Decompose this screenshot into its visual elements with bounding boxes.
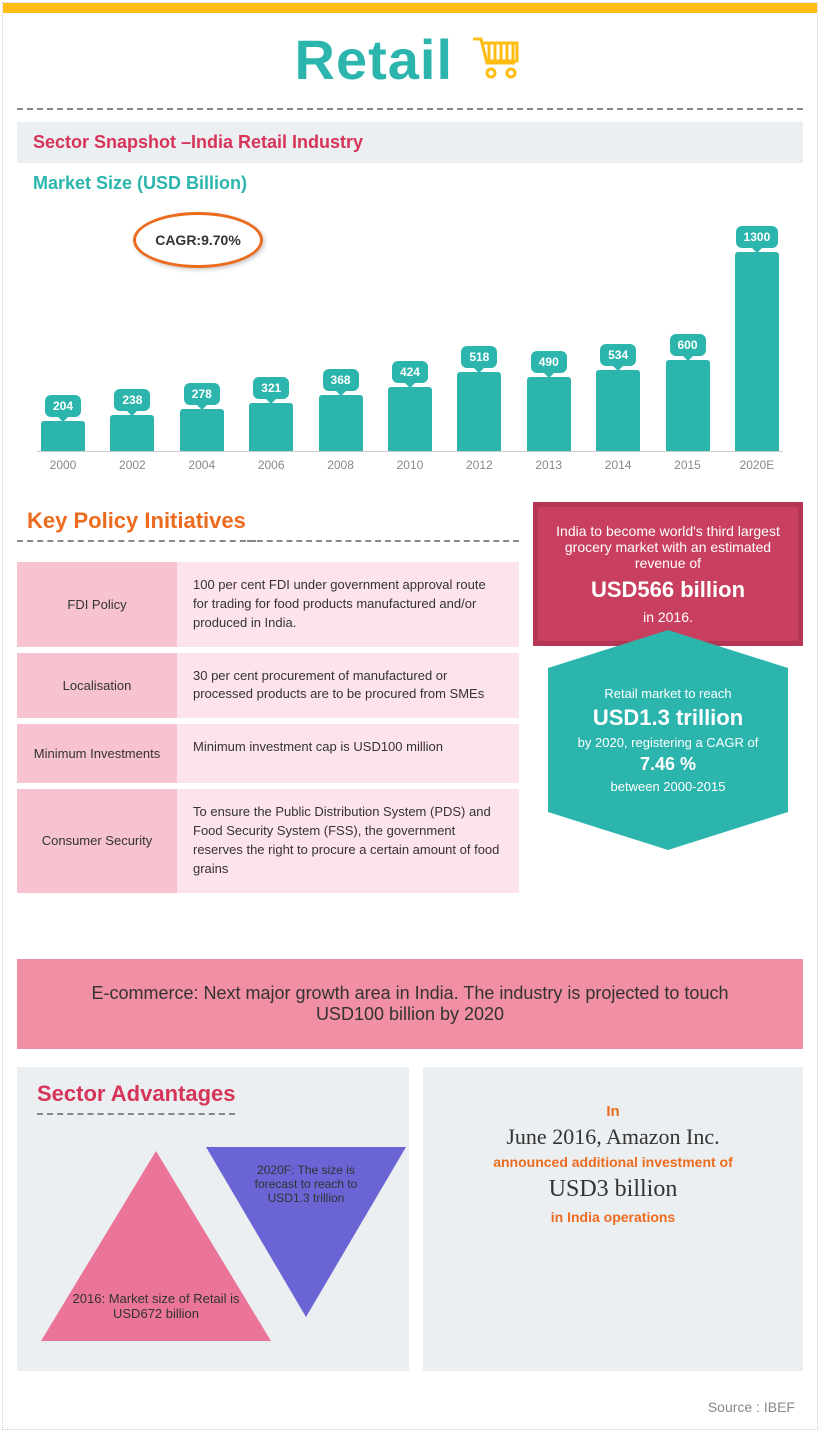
bar-value-bubble: 204	[45, 395, 81, 417]
grocery-line2: in 2016.	[552, 609, 784, 625]
dashed-divider	[247, 540, 519, 542]
policy-text: 30 per cent procurement of manufactured …	[177, 653, 519, 719]
sector-advantages-title: Sector Advantages	[37, 1081, 235, 1115]
bar-value-bubble: 424	[392, 361, 428, 383]
hex-med: 7.46 %	[558, 754, 778, 775]
bar-column: 4902013	[519, 351, 579, 452]
bar-value-bubble: 490	[531, 351, 567, 373]
dashed-divider	[17, 108, 803, 110]
amazon-line5: in India operations	[441, 1209, 785, 1225]
policy-text: Minimum investment cap is USD100 million	[177, 724, 519, 783]
triangles-group: 2016: Market size of Retail is USD672 bi…	[41, 1141, 385, 1341]
policies-title: Key Policy Initiatives	[17, 502, 256, 542]
bar-x-label: 2013	[519, 458, 579, 472]
bar-column: 4242010	[380, 361, 440, 452]
hex-big: USD1.3 trillion	[558, 705, 778, 731]
triangle-blue-text: 2020F: The size is forecast to reach to …	[236, 1163, 376, 1205]
amazon-line1: In	[441, 1103, 785, 1120]
policy-text: 100 per cent FDI under government approv…	[177, 562, 519, 647]
policies-column: Key Policy Initiatives FDI Policy100 per…	[17, 502, 519, 909]
bar	[457, 372, 501, 452]
bar-value-bubble: 238	[114, 389, 150, 411]
policy-label: Consumer Security	[17, 789, 177, 892]
amazon-callout: In June 2016, Amazon Inc. announced addi…	[423, 1067, 803, 1371]
bar-group: 2042000238200227820043212006368200842420…	[23, 212, 797, 452]
bar-x-label: 2002	[102, 458, 162, 472]
market-size-chart: CAGR:9.70% 20420002382002278200432120063…	[23, 194, 797, 484]
bar-column: 2382002	[102, 389, 162, 452]
grocery-big: USD566 billion	[552, 577, 784, 603]
hexagon-callout: Retail market to reach USD1.3 trillion b…	[548, 668, 788, 812]
bar-value-bubble: 1300	[736, 226, 779, 248]
top-accent-bar	[3, 3, 817, 13]
amazon-line3: announced additional investment of	[441, 1154, 785, 1170]
ecommerce-banner: E-commerce: Next major growth area in In…	[17, 959, 803, 1049]
bar-x-label: 2008	[311, 458, 371, 472]
amazon-line2: June 2016, Amazon Inc.	[441, 1124, 785, 1150]
grocery-callout: India to become world's third largest gr…	[533, 502, 803, 646]
hex-line2: by 2020, registering a CAGR of	[558, 735, 778, 750]
bar-x-label: 2012	[449, 458, 509, 472]
section-header-snapshot: Sector Snapshot –India Retail Industry	[17, 122, 803, 163]
bar	[666, 360, 710, 452]
bar	[319, 395, 363, 452]
two-column-row: Key Policy Initiatives FDI Policy100 per…	[17, 502, 803, 909]
section-title-snapshot: Sector Snapshot –India Retail Industry	[33, 132, 787, 153]
bar-value-bubble: 534	[600, 344, 636, 366]
policy-row: Minimum InvestmentsMinimum investment ca…	[17, 724, 519, 783]
cart-icon	[469, 33, 525, 86]
bar-column: 3212006	[241, 377, 301, 452]
bar-x-label: 2000	[33, 458, 93, 472]
page-title: Retail	[295, 27, 454, 92]
bar	[249, 403, 293, 452]
amazon-line4: USD3 billion	[441, 1176, 785, 1203]
policy-label: Localisation	[17, 653, 177, 719]
bar	[735, 252, 779, 452]
bar-x-label: 2015	[658, 458, 718, 472]
bar	[388, 387, 432, 452]
source-label: Source : IBEF	[3, 1385, 817, 1429]
bar-value-bubble: 518	[461, 346, 497, 368]
x-axis	[37, 451, 783, 452]
policy-label: FDI Policy	[17, 562, 177, 647]
bar-value-bubble: 321	[253, 377, 289, 399]
bottom-row: Sector Advantages 2016: Market size of R…	[17, 1067, 803, 1371]
bar	[180, 409, 224, 452]
bar-value-bubble: 368	[323, 369, 359, 391]
policy-row: FDI Policy100 per cent FDI under governm…	[17, 562, 519, 647]
callouts-column: India to become world's third largest gr…	[533, 502, 803, 909]
policy-row: Localisation30 per cent procurement of m…	[17, 653, 519, 719]
policy-text: To ensure the Public Distribution System…	[177, 789, 519, 892]
bar-column: 6002015	[658, 334, 718, 452]
bar-x-label: 2014	[588, 458, 648, 472]
page-container: Retail Sector Snapshot –India Retail Ind…	[2, 2, 818, 1430]
bar-value-bubble: 600	[670, 334, 706, 356]
bar-x-label: 2020E	[727, 458, 787, 472]
bar-column: 5342014	[588, 344, 648, 452]
bar-x-label: 2010	[380, 458, 440, 472]
bar	[41, 421, 85, 452]
policy-table: FDI Policy100 per cent FDI under governm…	[17, 562, 519, 893]
triangle-pink-text: 2016: Market size of Retail is USD672 bi…	[61, 1291, 251, 1321]
sector-advantages-box: Sector Advantages 2016: Market size of R…	[17, 1067, 409, 1371]
bar-x-label: 2004	[172, 458, 232, 472]
bar-x-label: 2006	[241, 458, 301, 472]
bar-column: 2782004	[172, 383, 232, 452]
bar	[596, 370, 640, 452]
bar-column: 5182012	[449, 346, 509, 452]
hex-line3: between 2000-2015	[558, 779, 778, 794]
bar-column: 3682008	[311, 369, 371, 452]
chart-subtitle: Market Size (USD Billion)	[33, 173, 787, 194]
bar-column: 2042000	[33, 395, 93, 452]
bar	[527, 377, 571, 452]
policy-row: Consumer SecurityTo ensure the Public Di…	[17, 789, 519, 892]
bar	[110, 415, 154, 452]
bar-column: 13002020E	[727, 226, 787, 452]
main-title-row: Retail	[3, 13, 817, 102]
policy-label: Minimum Investments	[17, 724, 177, 783]
grocery-line1: India to become world's third largest gr…	[552, 523, 784, 571]
hex-line1: Retail market to reach	[558, 686, 778, 701]
bar-value-bubble: 278	[184, 383, 220, 405]
